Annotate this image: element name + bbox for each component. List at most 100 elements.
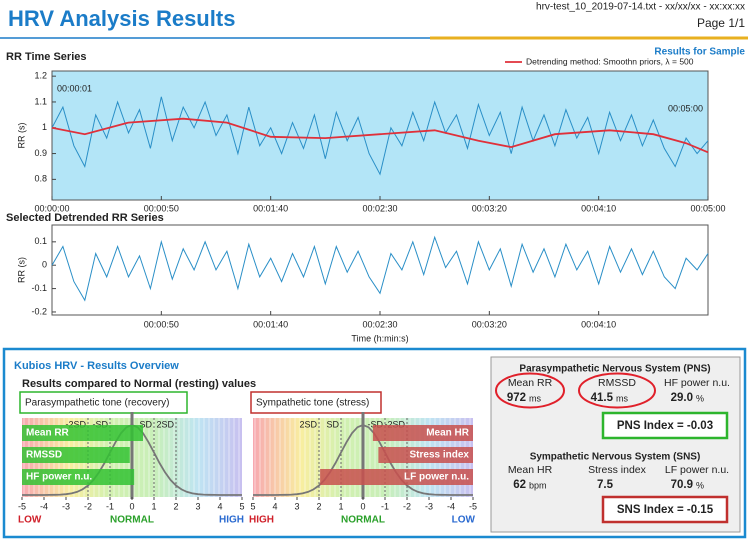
x-tick-label: 4: [217, 501, 222, 511]
bar: [320, 469, 473, 485]
tone-label: Sympathetic tone (stress): [256, 398, 369, 409]
bar-label: Stress index: [410, 450, 470, 461]
x-tick-label: 2: [173, 501, 178, 511]
metric-value: 972: [507, 392, 526, 404]
highlight-ellipse: [495, 372, 565, 409]
metric-label: LF power n.u.: [665, 464, 729, 476]
overview-title: Kubios HRV - Results Overview: [14, 360, 179, 372]
series-line: [51, 235, 709, 302]
sd-label: -SD: [368, 419, 384, 429]
sd-label: -2SD: [384, 419, 405, 429]
x-tick-label: 00:01:40: [253, 203, 288, 213]
y-tick-label: -0.2: [31, 306, 47, 316]
tone-label: Parasympathetic tone (recovery): [25, 398, 170, 409]
x-axis-label: Time (h:min:s): [351, 333, 408, 343]
file-info: hrv-test_10_2019-07-14.txt - xx/xx/xx - …: [536, 2, 745, 13]
y-tick-label: 1.1: [34, 96, 47, 106]
metric-unit: bpm: [529, 480, 547, 490]
y-axis-label: RR (s): [16, 123, 26, 149]
highlight-ellipse: [578, 372, 656, 409]
metric-label: Mean RR: [508, 377, 553, 389]
bar: [22, 469, 135, 485]
legend-label: Detrending method: Smoothn priors, λ = 5…: [526, 56, 694, 66]
y-tick-label: 1.2: [34, 71, 47, 81]
y-tick-label: 1: [42, 122, 47, 132]
index-value: PNS Index = -0.03: [617, 420, 713, 432]
y-axis-label: RR (s): [16, 257, 26, 283]
bell-curve: [253, 424, 473, 496]
sd-label: SD: [326, 419, 339, 429]
metric-label: Stress index: [588, 464, 647, 476]
y-tick-label: 0.9: [34, 148, 47, 158]
metric-label: HF power n.u.: [664, 377, 730, 389]
bar-label: Mean RR: [26, 428, 70, 439]
x-tick-label: 00:02:30: [362, 203, 397, 213]
metric-value: 29.0: [671, 392, 693, 404]
page-number: Page 1/1: [697, 16, 745, 30]
metric-unit: %: [696, 393, 704, 403]
y-tick-label: 0.1: [34, 236, 47, 246]
x-tick-label: 2: [316, 501, 321, 511]
x-tick-label: 00:03:20: [472, 319, 507, 329]
plot-area: [51, 224, 709, 316]
x-tick-label: 00:00:50: [144, 203, 179, 213]
series-line: [51, 117, 709, 154]
bar-label: LF power n.u.: [404, 472, 469, 483]
x-tick-label: -3: [425, 501, 433, 511]
x-tick-label: -4: [447, 501, 455, 511]
x-tick-label: -3: [62, 501, 70, 511]
x-tick-label: -5: [469, 501, 477, 511]
x-tick-label: -5: [18, 501, 26, 511]
y-tick-label: 0.8: [34, 174, 47, 184]
bar-label: HF power n.u.: [26, 472, 92, 483]
plot-area: [51, 70, 709, 201]
section-title: Sympathetic Nervous System (SNS): [530, 452, 701, 463]
scale-label: HIGH: [249, 515, 274, 526]
scale-label: NORMAL: [110, 515, 154, 526]
title: HRV Analysis Results: [8, 6, 235, 31]
x-tick-label: 1: [151, 501, 156, 511]
x-tick-label: 00:03:20: [472, 203, 507, 213]
x-tick-label: 5: [239, 501, 244, 511]
bar: [378, 447, 473, 463]
index-value: SNS Index = -0.15: [617, 504, 714, 516]
sample-label: Results for Sample: [654, 47, 745, 58]
sd-label: -SD: [93, 419, 109, 429]
sd-label: SD: [139, 419, 152, 429]
metric-label: Mean HR: [508, 464, 553, 476]
x-tick-label: 4: [272, 501, 277, 511]
chart-title: RR Time Series: [6, 51, 87, 63]
section-title: Parasympathetic Nervous System (PNS): [519, 364, 710, 375]
series-line: [51, 96, 709, 176]
chart-title: Selected Detrended RR Series: [6, 212, 164, 224]
tone-box: [250, 391, 382, 414]
x-tick-label: 5: [250, 501, 255, 511]
x-tick-label: -2: [403, 501, 411, 511]
x-tick-label: 00:02:30: [362, 319, 397, 329]
overview-subtitle: Results compared to Normal (resting) val…: [22, 378, 256, 390]
annotation: 00:00:01: [57, 83, 92, 93]
sd-label: 2SD: [156, 419, 174, 429]
metric-unit: ms: [616, 393, 628, 403]
annotation: 00:05:00: [668, 103, 703, 113]
index-box: [601, 495, 729, 524]
metric-label: RMSSD: [598, 377, 636, 389]
sd-label: 2SD: [299, 419, 317, 429]
y-tick-label: 0: [42, 260, 47, 270]
x-tick-label: -4: [40, 501, 48, 511]
metric-value: 62: [513, 479, 526, 491]
x-tick-label: 00:00:50: [144, 319, 179, 329]
x-tick-label: 3: [294, 501, 299, 511]
metric-value: 70.9: [671, 479, 693, 491]
bar: [22, 447, 130, 463]
bar: [372, 425, 473, 441]
scale-label: LOW: [452, 515, 476, 526]
metric-unit: %: [696, 480, 704, 490]
x-tick-label: 00:01:40: [253, 319, 288, 329]
y-tick-label: -0.1: [31, 283, 47, 293]
x-tick-label: 00:00:00: [34, 203, 69, 213]
scale-label: LOW: [18, 515, 42, 526]
metric-value: 41.5: [591, 392, 614, 404]
overview-panel: [2, 347, 747, 539]
